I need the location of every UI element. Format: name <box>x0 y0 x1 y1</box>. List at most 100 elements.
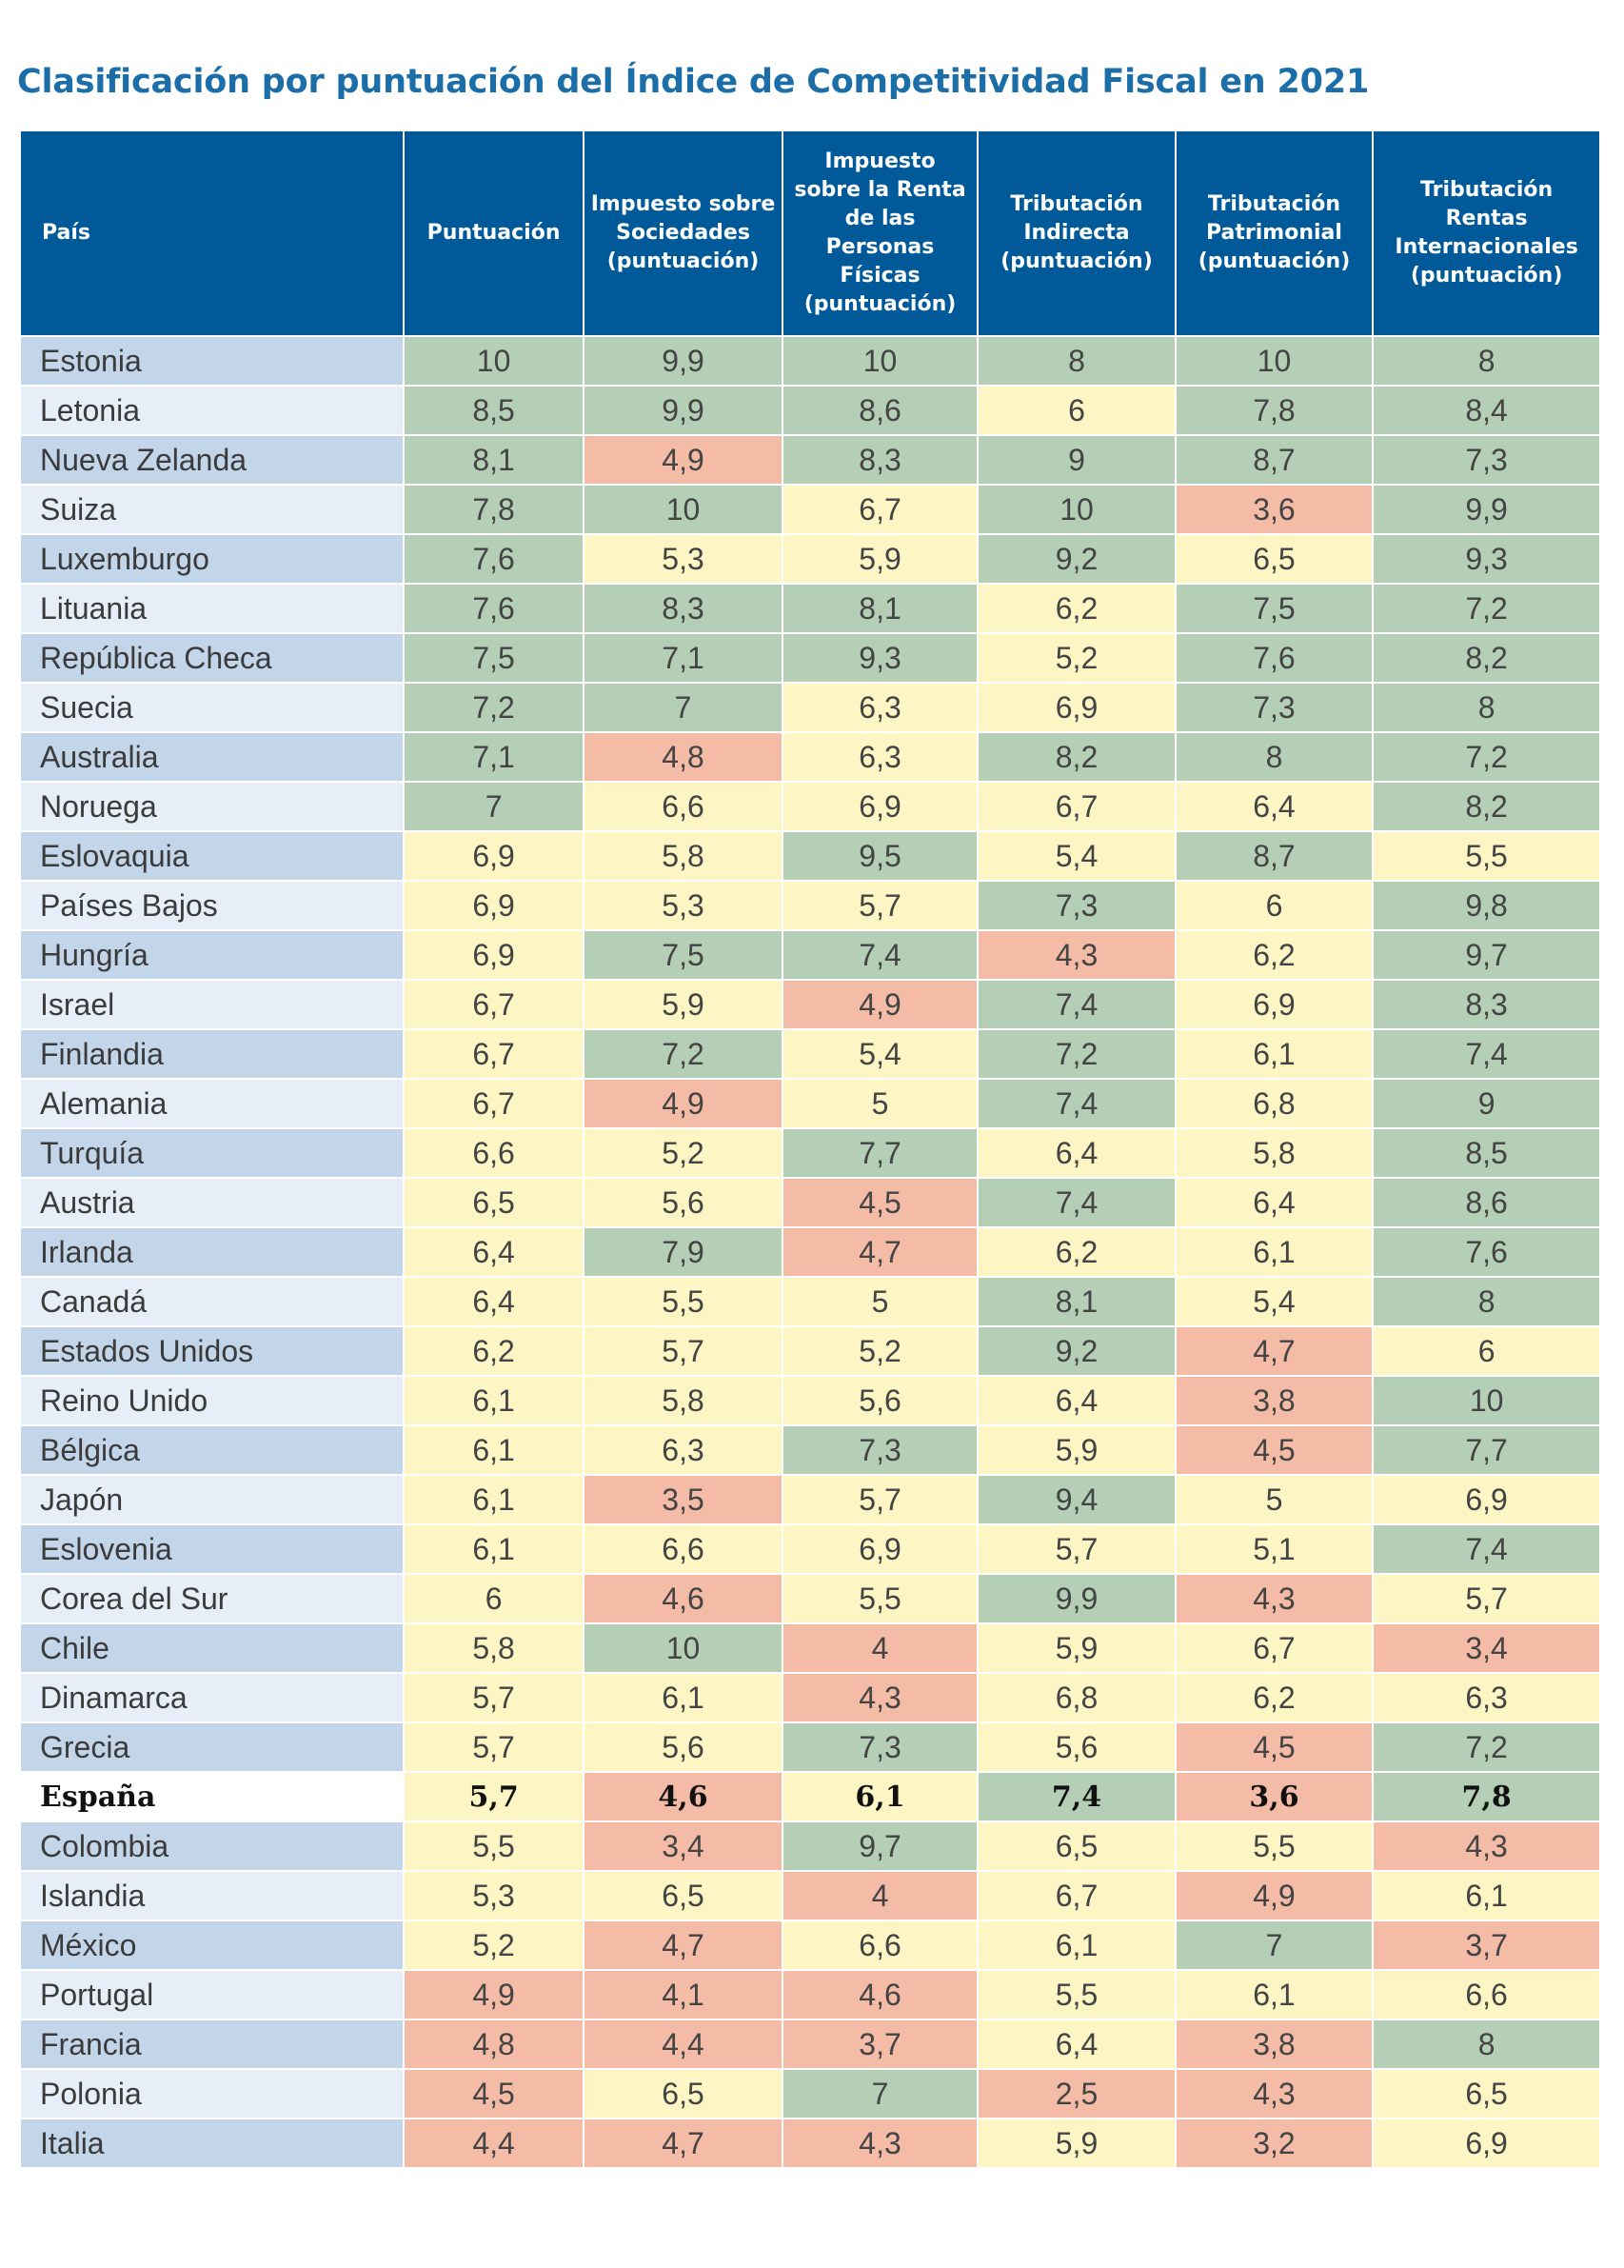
table-row: Suiza 7,8 10 6,7 10 3,6 9,9 <box>21 486 1599 533</box>
table-row: Alemania 6,7 4,9 5 7,4 6,8 9 <box>21 1080 1599 1127</box>
value-cell: 7,2 <box>1374 733 1599 781</box>
table-row: Israel 6,7 5,9 4,9 7,4 6,9 8,3 <box>21 981 1599 1028</box>
country-cell: Suiza <box>21 486 403 533</box>
value-cell: 6 <box>404 1575 584 1622</box>
value-cell: 5,9 <box>979 1624 1175 1672</box>
table-row: Chile 5,8 10 4 5,9 6,7 3,4 <box>21 1624 1599 1672</box>
value-cell: 6,4 <box>979 2020 1175 2068</box>
value-cell: 2,5 <box>979 2070 1175 2118</box>
value-cell: 4,8 <box>584 733 782 781</box>
value-cell: 5,7 <box>404 1723 584 1771</box>
table-row: Estonia 10 9,9 10 8 10 8 <box>21 337 1599 385</box>
value-cell: 3,8 <box>1176 2020 1373 2068</box>
value-cell: 9,7 <box>1374 931 1599 979</box>
value-cell: 5,4 <box>1176 1278 1373 1325</box>
value-cell: 9 <box>1374 1080 1599 1127</box>
value-cell: 6,7 <box>1176 1624 1373 1672</box>
value-cell: 4,5 <box>782 1179 978 1226</box>
value-cell: 7,4 <box>782 931 978 979</box>
country-cell: Nueva Zelanda <box>21 436 403 484</box>
value-cell: 8,2 <box>979 733 1175 781</box>
value-cell: 5,9 <box>782 535 978 583</box>
value-cell: 4,8 <box>404 2020 584 2068</box>
value-cell: 5,5 <box>979 1971 1175 2019</box>
value-cell: 7,3 <box>782 1723 978 1771</box>
table-row: Austria 6,5 5,6 4,5 7,4 6,4 8,6 <box>21 1179 1599 1226</box>
value-cell: 5,8 <box>584 1377 782 1424</box>
value-cell: 5,8 <box>404 1624 584 1672</box>
value-cell: 5,9 <box>979 1426 1175 1474</box>
value-cell: 5,3 <box>584 882 782 929</box>
country-cell: Lituania <box>21 585 403 632</box>
value-cell: 9,3 <box>782 634 978 682</box>
value-cell: 9,7 <box>782 1822 978 1870</box>
value-cell: 5 <box>1176 1476 1373 1523</box>
value-cell: 8 <box>1374 1278 1599 1325</box>
value-cell: 8,1 <box>979 1278 1175 1325</box>
value-cell: 9,9 <box>1374 486 1599 533</box>
table-row: Italia 4,4 4,7 4,3 5,9 3,2 6,9 <box>21 2119 1599 2167</box>
country-cell: Reino Unido <box>21 1377 403 1424</box>
country-cell: Canadá <box>21 1278 403 1325</box>
value-cell: 4,9 <box>584 1080 782 1127</box>
value-cell: 10 <box>782 337 978 385</box>
value-cell: 7,3 <box>1374 436 1599 484</box>
property-tax-header: Tributación Patrimonial (puntuación) <box>1176 131 1373 335</box>
value-cell: 6,7 <box>782 486 978 533</box>
value-cell: 4,7 <box>1176 1327 1373 1375</box>
table-row: Reino Unido 6,1 5,8 5,6 6,4 3,8 10 <box>21 1377 1599 1424</box>
value-cell: 6,3 <box>782 733 978 781</box>
country-cell: Bélgica <box>21 1426 403 1474</box>
value-cell: 6,1 <box>584 1674 782 1721</box>
value-cell: 7,2 <box>584 1030 782 1078</box>
value-cell: 6,9 <box>404 882 584 929</box>
value-cell: 8,1 <box>782 585 978 632</box>
value-cell: 6,2 <box>404 1327 584 1375</box>
value-cell: 8 <box>1374 2020 1599 2068</box>
value-cell: 4,9 <box>404 1971 584 2019</box>
value-cell: 5,2 <box>979 634 1175 682</box>
value-cell: 7,5 <box>584 931 782 979</box>
value-cell: 6,9 <box>782 783 978 830</box>
country-cell: Austria <box>21 1179 403 1226</box>
value-cell: 8,3 <box>782 436 978 484</box>
value-cell: 8,5 <box>404 387 584 434</box>
value-cell: 4,3 <box>782 1674 978 1721</box>
value-cell: 4,3 <box>979 931 1175 979</box>
value-cell: 5,7 <box>584 1327 782 1375</box>
value-cell: 6,9 <box>404 832 584 880</box>
value-cell: 6,3 <box>782 684 978 731</box>
table-row: Eslovenia 6,1 6,6 6,9 5,7 5,1 7,4 <box>21 1525 1599 1573</box>
table-row: Dinamarca 5,7 6,1 4,3 6,8 6,2 6,3 <box>21 1674 1599 1721</box>
value-cell: 10 <box>1176 337 1373 385</box>
country-cell: Polonia <box>21 2070 403 2118</box>
value-cell: 5,6 <box>979 1723 1175 1771</box>
table-row: México 5,2 4,7 6,6 6,1 7 3,7 <box>21 1921 1599 1969</box>
value-cell: 4,3 <box>1374 1822 1599 1870</box>
value-cell: 5,4 <box>782 1030 978 1078</box>
table-row: Japón 6,1 3,5 5,7 9,4 5 6,9 <box>21 1476 1599 1523</box>
country-cell: Islandia <box>21 1872 403 1920</box>
value-cell: 5 <box>782 1080 978 1127</box>
value-cell: 6,7 <box>979 783 1175 830</box>
value-cell: 8,6 <box>782 387 978 434</box>
value-cell: 4,9 <box>1176 1872 1373 1920</box>
value-cell: 7,8 <box>1374 1773 1599 1820</box>
table-row: Canadá 6,4 5,5 5 8,1 5,4 8 <box>21 1278 1599 1325</box>
value-cell: 4,5 <box>1176 1426 1373 1474</box>
table-row: Lituania 7,6 8,3 8,1 6,2 7,5 7,2 <box>21 585 1599 632</box>
value-cell: 4,1 <box>584 1971 782 2019</box>
value-cell: 4,7 <box>584 2119 782 2167</box>
value-cell: 6,9 <box>1176 981 1373 1028</box>
country-cell: Luxemburgo <box>21 535 403 583</box>
country-cell: Australia <box>21 733 403 781</box>
value-cell: 8,1 <box>404 436 584 484</box>
value-cell: 5,7 <box>782 882 978 929</box>
value-cell: 5,6 <box>584 1723 782 1771</box>
value-cell: 7,4 <box>1374 1525 1599 1573</box>
country-cell: Dinamarca <box>21 1674 403 1721</box>
value-cell: 5 <box>782 1278 978 1325</box>
value-cell: 7 <box>782 2070 978 2118</box>
value-cell: 6,5 <box>584 1872 782 1920</box>
country-cell: Finlandia <box>21 1030 403 1078</box>
